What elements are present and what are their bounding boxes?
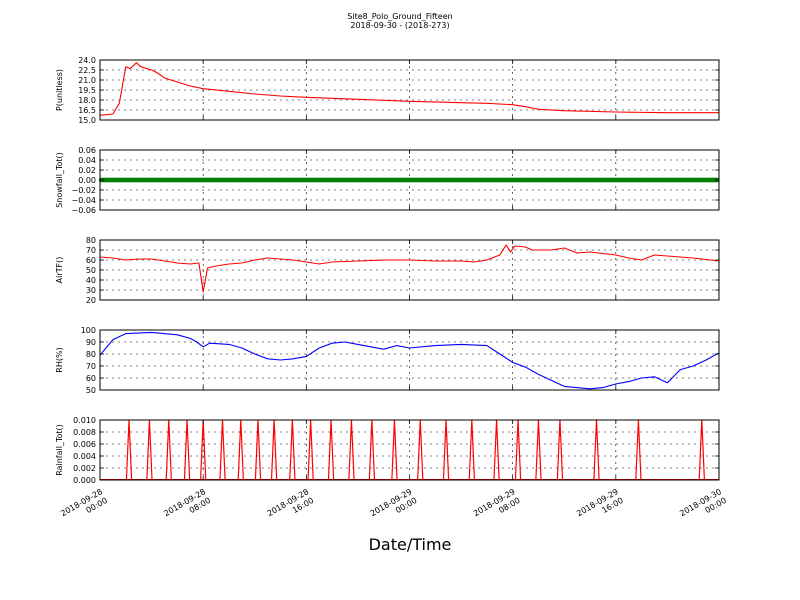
- rainfall-spike-9: [289, 419, 296, 481]
- y-tick-label: −0.04: [71, 196, 96, 205]
- y-tick-label: 20: [86, 296, 96, 305]
- y-tick-label: 30: [86, 286, 96, 295]
- y-tick-label: 22.5: [78, 66, 96, 75]
- panel-1: −0.06−0.04−0.020.000.020.040.06 Snowfall_…: [55, 146, 720, 215]
- panel-4: 0.000 0.002 0.004 0.006 0.008 0.010 Rainfall_T…: [55, 416, 720, 485]
- series-line-3-0: [99, 331, 720, 390]
- y-tick-label: 0.006: [73, 440, 96, 449]
- x-tick-label-text: 2018-09-2908:00: [472, 487, 522, 527]
- rainfall-spike-7: [254, 419, 262, 481]
- y-tick-label: 0.04: [78, 156, 96, 165]
- y-tick-label: 0.002: [73, 464, 96, 473]
- rainfall-spike-15: [417, 419, 424, 481]
- y-tick-label: 90: [86, 338, 96, 347]
- x-tick-label-text: 2018-09-2816:00: [266, 487, 316, 527]
- y-tick-label: 100: [81, 326, 96, 335]
- rainfall-spike-13: [368, 419, 376, 481]
- y-tick-label: 50: [86, 386, 96, 395]
- x-tick-label-text: 2018-09-2808:00: [162, 487, 212, 527]
- y-tick-label: 0.004: [73, 452, 96, 461]
- rainfall-spike-24: [698, 419, 706, 481]
- x-tick-label-text: 2018-09-2916:00: [575, 487, 625, 527]
- x-tick-labels: 2018-09-2800:00 2018-09-2808:00 2018-09-28…: [59, 487, 728, 527]
- y-tick-label: 21.0: [78, 76, 96, 85]
- y-tick-label: 80: [86, 350, 96, 359]
- rainfall-spike-23: [635, 419, 642, 481]
- rainfall-spike-14: [391, 419, 398, 481]
- y-axis-label: Rainfall_Tot(): [55, 424, 64, 476]
- y-tick-label: 70: [86, 362, 96, 371]
- y-axis-label: P(unitless): [55, 69, 64, 111]
- y-tick-label: 80: [86, 236, 96, 245]
- rainfall-spike-20: [535, 419, 542, 481]
- y-tick-label: 0.06: [78, 146, 96, 155]
- series-line-0-0: [99, 62, 719, 116]
- rainfall-spike-1: [146, 419, 153, 481]
- rainfall-spike-18: [493, 419, 500, 481]
- chart-subtitle: 2018-09-30 - (2018-273): [350, 21, 449, 30]
- x-tick-label-text: 2018-09-2800:00: [59, 487, 109, 527]
- y-axis-label: AirTF(): [55, 257, 64, 284]
- y-tick-label: 18.0: [78, 96, 96, 105]
- rainfall-spike-8: [270, 419, 278, 481]
- y-tick-label: 15.0: [78, 116, 96, 125]
- rainfall-spike-21: [556, 419, 564, 481]
- rainfall-spike-11: [327, 419, 335, 481]
- y-tick-label: 50: [86, 266, 96, 275]
- y-tick-label: −0.02: [71, 186, 96, 195]
- y-tick-label: −0.06: [71, 206, 96, 215]
- rainfall-spike-3: [183, 419, 191, 481]
- rainfall-spike-6: [237, 419, 244, 481]
- y-tick-label: 0.010: [73, 416, 96, 425]
- rainfall-spike-5: [219, 419, 226, 481]
- x-tick-label-text: 2018-09-2900:00: [369, 487, 419, 527]
- y-tick-label: 60: [86, 256, 96, 265]
- x-axis-label: Date/Time: [369, 535, 452, 554]
- y-tick-label: 0.008: [73, 428, 96, 437]
- y-tick-label: 24.0: [78, 56, 96, 65]
- rainfall-spike-2: [165, 419, 172, 481]
- x-tick-label: 2018-09-2808:00: [162, 487, 212, 527]
- y-tick-label: 19.5: [78, 86, 96, 95]
- y-tick-label: 70: [86, 246, 96, 255]
- x-tick-label: 2018-09-3000:00: [678, 487, 728, 527]
- x-tick-label: 2018-09-2908:00: [472, 487, 522, 527]
- x-tick-label: 2018-09-2816:00: [266, 487, 316, 527]
- x-tick-label: 2018-09-2900:00: [369, 487, 419, 527]
- rainfall-spike-16: [442, 419, 450, 481]
- y-tick-label: 0.02: [78, 166, 96, 175]
- y-tick-label: 0.000: [73, 476, 96, 485]
- rainfall-spike-17: [468, 419, 476, 481]
- series-line-2-0: [99, 244, 720, 293]
- y-tick-label: 60: [86, 374, 96, 383]
- x-tick-label: 2018-09-2800:00: [59, 487, 109, 527]
- y-axis-label: RH(%): [55, 347, 64, 372]
- rainfall-spike-12: [348, 419, 355, 481]
- rainfall-spike-10: [307, 419, 314, 481]
- rainfall-spike-19: [514, 419, 522, 481]
- y-tick-label: 40: [86, 276, 96, 285]
- rainfall-spike-22: [593, 419, 600, 481]
- rainfall-spike-0: [125, 419, 133, 481]
- x-tick-label-text: 2018-09-3000:00: [678, 487, 728, 527]
- chart-title: Site8_Polo_Ground_Fifteen: [347, 12, 452, 21]
- panel-0: 15.016.518.019.521.022.524.0 P(unitless): [55, 56, 720, 125]
- panels-group: 15.016.518.019.521.022.524.0 P(unitless) −…: [55, 56, 720, 485]
- x-tick-label: 2018-09-2916:00: [575, 487, 625, 527]
- y-tick-label: 0.00: [78, 176, 96, 185]
- panel-3: 50 60 70 80 90 100 RH(%): [55, 326, 720, 395]
- y-axis-label: Snowfall_Tot(): [55, 152, 64, 208]
- y-tick-label: 16.5: [78, 106, 96, 115]
